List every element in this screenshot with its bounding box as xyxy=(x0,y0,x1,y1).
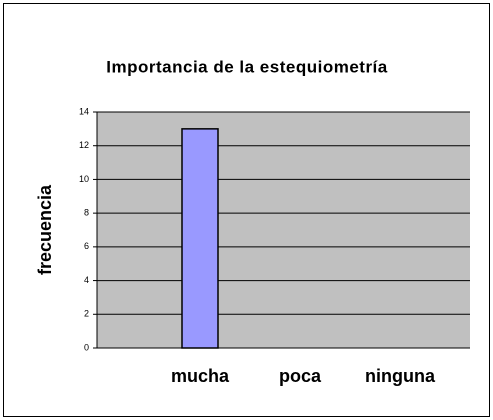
chart-title: Importancia de la estequiometría xyxy=(106,57,388,76)
y-tick-label: 14 xyxy=(79,106,89,116)
y-tick-label: 2 xyxy=(84,309,89,319)
x-tick-label: ninguna xyxy=(365,366,436,386)
y-tick-label: 10 xyxy=(79,174,89,184)
plot-area xyxy=(97,112,470,348)
y-tick-label: 12 xyxy=(79,140,89,150)
x-tick-label: poca xyxy=(279,366,322,386)
bar xyxy=(181,128,219,349)
y-tick-label: 4 xyxy=(84,275,89,285)
x-tick-label: mucha xyxy=(171,366,230,386)
y-axis-label: frecuencia xyxy=(35,184,55,275)
y-tick-label: 8 xyxy=(84,208,89,218)
y-tick-label: 6 xyxy=(84,241,89,251)
y-tick-label: 0 xyxy=(84,342,89,352)
